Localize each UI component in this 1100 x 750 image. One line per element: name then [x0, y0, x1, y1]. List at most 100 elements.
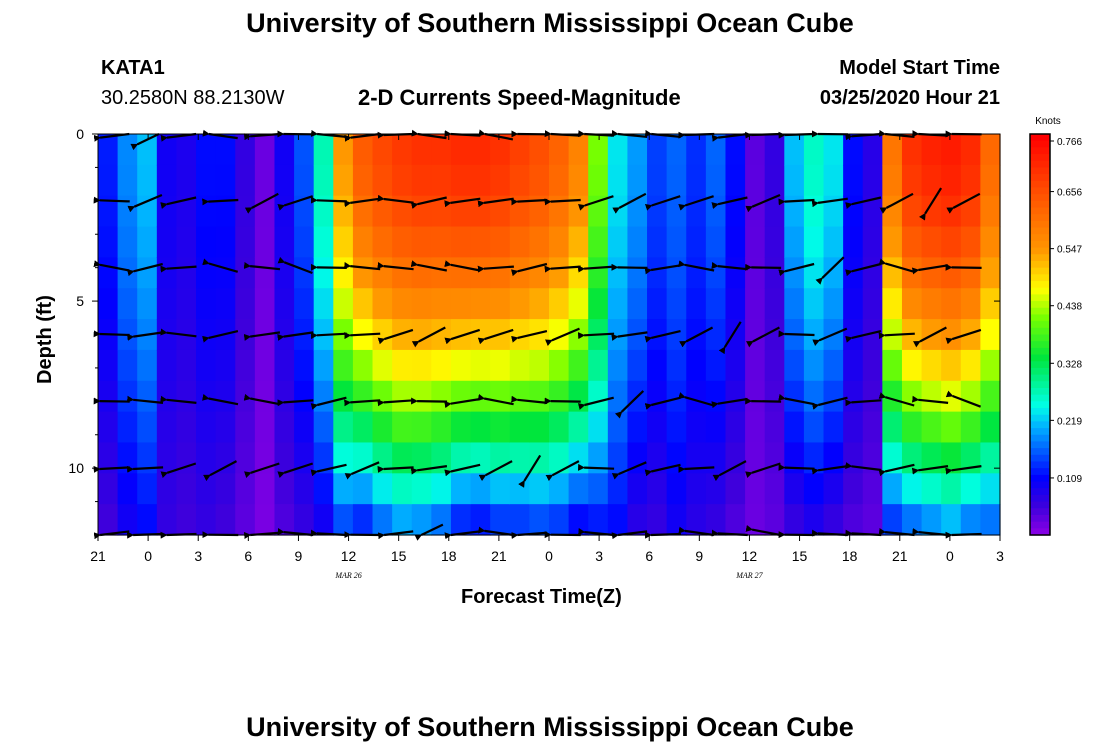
heatmap-cell [607, 288, 629, 320]
heatmap-cell [568, 349, 589, 382]
heatmap-cell [843, 257, 864, 289]
direction-arrow [778, 198, 815, 206]
colorbar-band [1030, 434, 1050, 443]
heatmap-cell [686, 442, 707, 474]
heatmap-cell [627, 504, 648, 536]
heatmap-cell [333, 288, 354, 320]
heatmap-cell [411, 319, 432, 351]
heatmap-cell [705, 504, 727, 536]
heatmap-cell [627, 473, 648, 505]
heatmap-cell [196, 349, 217, 382]
heatmap-cell [745, 164, 766, 197]
direction-arrow [343, 261, 381, 271]
heatmap-cell [745, 442, 766, 474]
colorbar-band [1030, 521, 1050, 529]
heatmap-cell [882, 164, 903, 197]
heatmap-cell [862, 257, 883, 289]
heatmap-cell [745, 349, 766, 382]
colorbar-band [1030, 147, 1050, 155]
colorbar-band [1030, 307, 1050, 316]
heatmap-cell [980, 504, 1001, 536]
heatmap-cell [274, 504, 295, 536]
heatmap-cell [529, 380, 550, 413]
heatmap-cell [725, 134, 746, 166]
heatmap-cell [196, 319, 217, 351]
heatmap-cell [725, 257, 746, 289]
heatmap-cell [882, 257, 903, 289]
heatmap-cell [372, 134, 393, 166]
heatmap-cell [549, 504, 570, 536]
heatmap-cell [705, 473, 727, 505]
heatmap-cell [823, 134, 844, 166]
heatmap-cell [901, 257, 923, 289]
heatmap-cell [509, 411, 530, 444]
direction-arrow [344, 399, 381, 407]
heatmap-cell [137, 226, 158, 258]
direction-arrow [93, 132, 130, 142]
heatmap-cell [215, 195, 236, 228]
direction-arrow [377, 465, 414, 473]
heatmap-cell [745, 319, 766, 351]
heatmap-cell [960, 226, 981, 258]
direction-arrow [815, 256, 845, 285]
heatmap-cell [215, 134, 236, 166]
heatmap-cell [176, 380, 197, 413]
direction-arrow [745, 525, 781, 537]
heatmap-cell [411, 226, 432, 258]
heatmap-cell [843, 504, 864, 536]
colorbar-band [1030, 421, 1050, 429]
heatmap-cell [607, 134, 629, 166]
heatmap-cell [666, 349, 687, 382]
heatmap-cell [333, 134, 354, 166]
heatmap-cell [470, 380, 491, 413]
colorbar-band [1030, 240, 1050, 249]
heatmap-cell [529, 288, 550, 320]
heatmap-cell [941, 504, 962, 536]
x-tick-label: 21 [491, 548, 507, 564]
heatmap-cell [666, 226, 687, 258]
heatmap-cell [607, 257, 629, 289]
heatmap-cell [823, 288, 844, 320]
heatmap-cell [352, 195, 374, 228]
heatmap-cell [176, 349, 197, 382]
direction-arrow [410, 260, 448, 272]
heatmap-cell [254, 473, 276, 505]
direction-arrow [812, 327, 848, 346]
heatmap-cell [509, 504, 530, 536]
x-tick-label: 0 [545, 548, 553, 564]
direction-arrow [946, 192, 981, 214]
heatmap-cell [294, 349, 315, 382]
direction-arrow [202, 393, 239, 406]
colorbar-band [1030, 214, 1050, 222]
colorbar-band [1030, 481, 1050, 489]
y-tick-label: 0 [76, 126, 84, 142]
heatmap-cell [725, 411, 746, 444]
colorbar-band [1030, 274, 1050, 282]
heatmap-cell [176, 164, 197, 197]
heatmap-cell [98, 442, 119, 474]
heatmap-cell [392, 134, 413, 166]
heatmap-cell [98, 504, 119, 536]
direction-arrow [310, 196, 347, 204]
heatmap-cell [215, 226, 236, 258]
direction-arrow [945, 263, 982, 271]
heatmap-cell [705, 288, 727, 320]
heatmap-cell [588, 411, 609, 444]
heatmap-cell [294, 164, 315, 197]
heatmap-cell [470, 134, 491, 166]
heatmap-cell [647, 134, 668, 166]
heatmap-cell [372, 195, 393, 228]
heatmap-cell [235, 134, 256, 166]
heatmap-cell [215, 380, 236, 413]
colorbar-band [1030, 508, 1050, 516]
direction-arrow [778, 262, 815, 277]
heatmap-cell [235, 257, 256, 289]
heatmap-cell [607, 442, 629, 474]
heatmap-cell [686, 164, 707, 197]
heatmap-cell [960, 380, 981, 413]
x-tick-label: 12 [742, 548, 758, 564]
heatmap-cell [941, 164, 962, 197]
colorbar-band [1030, 401, 1050, 409]
heatmap-cell [470, 288, 491, 320]
heatmap-cell [156, 134, 178, 166]
